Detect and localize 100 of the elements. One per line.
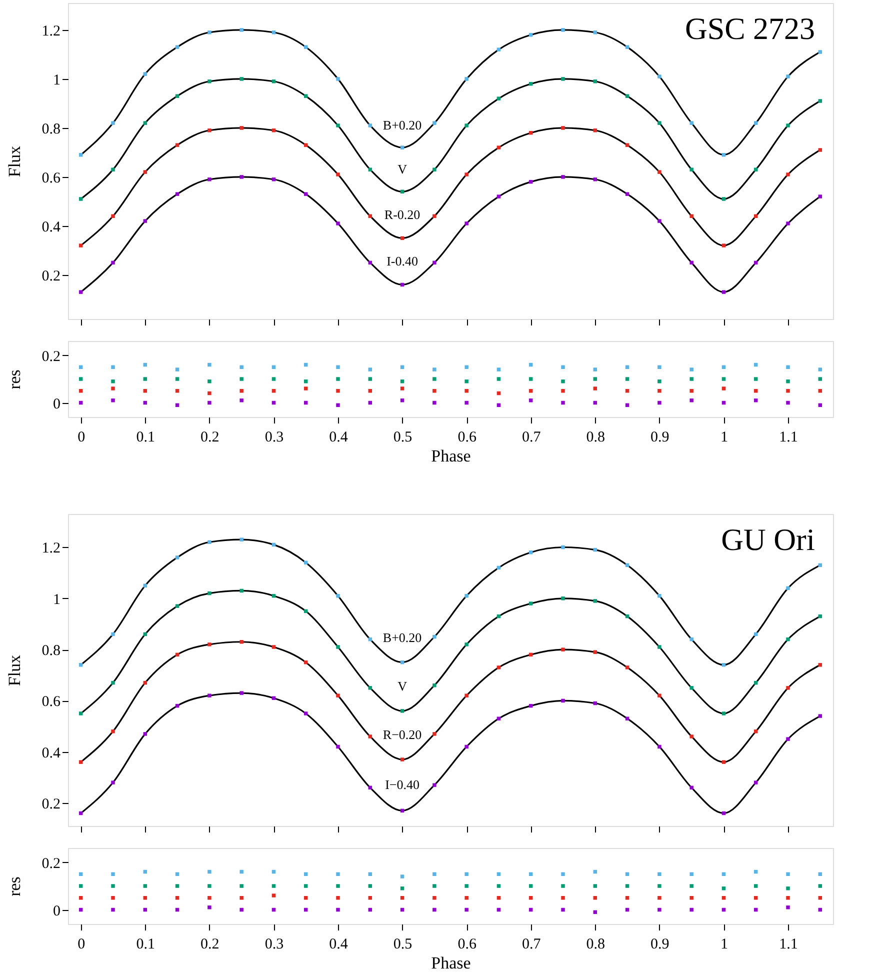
point bbox=[722, 290, 726, 294]
point bbox=[464, 400, 468, 405]
point bbox=[336, 645, 340, 649]
point bbox=[432, 896, 436, 900]
y-tick-label: 0.6 bbox=[42, 694, 61, 710]
point bbox=[786, 637, 790, 642]
point bbox=[593, 377, 598, 381]
point bbox=[722, 760, 726, 764]
x-tick-label: 0 bbox=[78, 936, 86, 952]
point bbox=[786, 906, 790, 910]
point bbox=[658, 884, 662, 888]
point bbox=[690, 896, 694, 900]
point bbox=[496, 146, 501, 150]
x-tick-label: 0.1 bbox=[136, 430, 156, 446]
point bbox=[658, 896, 662, 900]
x-tick-label: 0.1 bbox=[136, 936, 156, 952]
chart-title: GSC 2723 bbox=[684, 11, 815, 46]
point bbox=[111, 872, 115, 876]
point bbox=[111, 121, 115, 125]
y-tick-label: 1 bbox=[53, 72, 60, 88]
point bbox=[304, 712, 308, 716]
point bbox=[496, 716, 501, 720]
y-axis-title: res bbox=[4, 876, 24, 896]
point bbox=[78, 712, 83, 716]
point bbox=[111, 214, 115, 218]
point bbox=[818, 148, 822, 152]
point bbox=[432, 368, 436, 372]
point bbox=[464, 744, 468, 749]
chart-title: GU Ori bbox=[721, 522, 816, 557]
point bbox=[786, 737, 790, 741]
point bbox=[368, 734, 372, 738]
point bbox=[111, 780, 115, 784]
point bbox=[336, 908, 340, 912]
x-tick-label: 1 bbox=[720, 430, 728, 446]
point bbox=[464, 124, 468, 128]
point bbox=[175, 604, 180, 608]
point bbox=[272, 884, 276, 888]
point bbox=[432, 260, 436, 265]
point bbox=[561, 77, 565, 81]
point bbox=[658, 74, 662, 78]
point bbox=[240, 77, 244, 81]
point bbox=[78, 197, 83, 201]
x-tick-label: 1.1 bbox=[779, 430, 798, 446]
point bbox=[658, 744, 662, 749]
point bbox=[272, 80, 276, 84]
x-tick-label: 0.3 bbox=[264, 936, 284, 952]
point bbox=[78, 884, 83, 888]
point bbox=[690, 377, 694, 381]
x-tick-label: 0.4 bbox=[329, 936, 348, 952]
point bbox=[722, 197, 726, 201]
point bbox=[78, 244, 83, 248]
point bbox=[208, 128, 212, 132]
point bbox=[625, 377, 630, 381]
point bbox=[658, 389, 662, 393]
point bbox=[336, 872, 340, 876]
point bbox=[690, 121, 694, 125]
point bbox=[304, 143, 308, 147]
point bbox=[432, 389, 436, 393]
point bbox=[658, 170, 662, 174]
point bbox=[818, 99, 822, 103]
point bbox=[561, 126, 565, 130]
point bbox=[304, 884, 308, 888]
point bbox=[240, 389, 244, 393]
y-tick-label: 0.8 bbox=[42, 643, 60, 660]
point bbox=[561, 389, 565, 393]
point bbox=[368, 686, 372, 690]
point bbox=[78, 663, 83, 667]
y-axis-title: res bbox=[4, 370, 24, 390]
point bbox=[464, 172, 468, 176]
y-tick-label: 0.2 bbox=[42, 348, 60, 365]
point bbox=[561, 380, 565, 384]
point bbox=[111, 386, 115, 390]
point bbox=[175, 94, 180, 98]
point bbox=[143, 377, 148, 381]
point bbox=[111, 730, 115, 734]
point bbox=[561, 28, 565, 32]
point bbox=[208, 694, 212, 698]
y-tick-label: 0.6 bbox=[42, 170, 61, 186]
point bbox=[593, 386, 598, 390]
point bbox=[432, 121, 436, 125]
point bbox=[690, 637, 694, 642]
point bbox=[561, 872, 565, 876]
point bbox=[336, 403, 340, 407]
point bbox=[722, 712, 726, 716]
point bbox=[111, 896, 115, 900]
point bbox=[208, 884, 212, 888]
point bbox=[336, 896, 340, 900]
point bbox=[593, 368, 598, 372]
point bbox=[208, 391, 212, 396]
point bbox=[432, 872, 436, 876]
point bbox=[368, 124, 372, 128]
point bbox=[143, 884, 148, 888]
point bbox=[336, 744, 340, 749]
point bbox=[111, 398, 115, 402]
annotation: R-0.20 bbox=[384, 206, 420, 222]
point bbox=[111, 260, 115, 265]
point bbox=[496, 666, 501, 670]
point bbox=[464, 642, 468, 646]
point bbox=[175, 368, 180, 372]
x-tick-label: 0.2 bbox=[200, 936, 220, 952]
